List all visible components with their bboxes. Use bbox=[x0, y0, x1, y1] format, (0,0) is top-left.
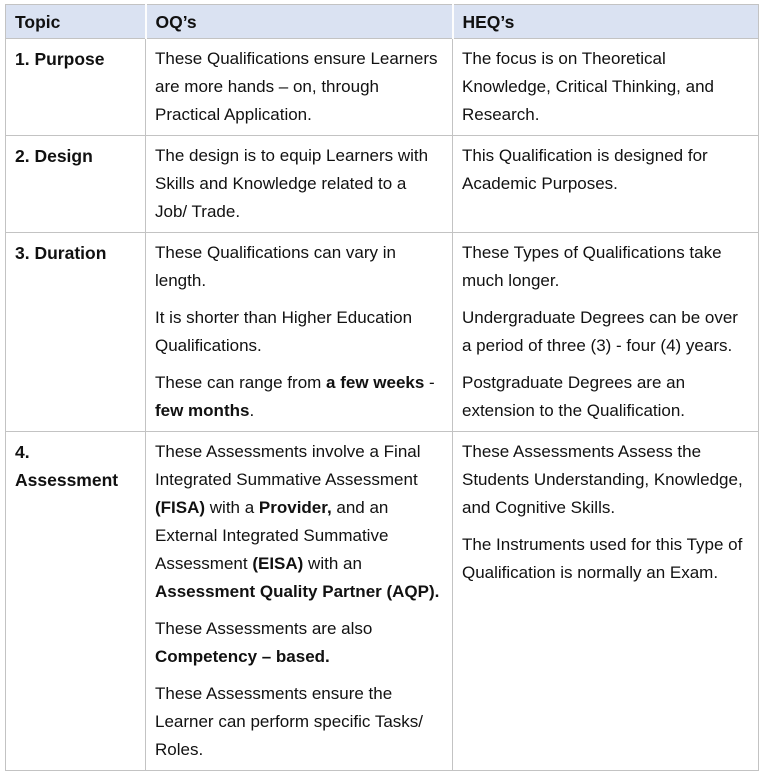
paragraph: These Qualifications ensure Learners are… bbox=[155, 45, 442, 129]
paragraph: The focus is on Theoretical Knowledge, C… bbox=[462, 45, 748, 129]
heq-cell: This Qualification is designed for Acade… bbox=[452, 135, 759, 233]
text-run: The focus is on Theoretical Knowledge, C… bbox=[462, 49, 714, 124]
text-run: with a bbox=[205, 498, 259, 517]
text-run: These Assessments are also bbox=[155, 619, 373, 638]
oq-cell: The design is to equip Learners with Ski… bbox=[145, 135, 453, 233]
paragraph: These Assessments Assess the Students Un… bbox=[462, 438, 748, 522]
paragraph: Postgraduate Degrees are an extension to… bbox=[462, 369, 748, 425]
text-run: - bbox=[424, 373, 435, 392]
text-run: These Assessments involve a Final Integr… bbox=[155, 442, 421, 489]
bold-text-run: a few weeks bbox=[326, 373, 425, 392]
table-row: 3. Duration These Qualifications can vary… bbox=[5, 232, 759, 432]
text-run: These Assessments Assess the Students Un… bbox=[462, 442, 743, 517]
text-run: These Types of Qualifications take much … bbox=[462, 243, 722, 290]
topic-cell: 3. Duration bbox=[5, 232, 146, 432]
oq-cell: These Qualifications can vary in length.… bbox=[145, 232, 453, 432]
text-run: Undergraduate Degrees can be over a peri… bbox=[462, 308, 738, 355]
paragraph: This Qualification is designed for Acade… bbox=[462, 142, 748, 198]
paragraph: These Qualifications can vary in length. bbox=[155, 239, 442, 295]
text-run: and an External Integrated Summative Ass… bbox=[155, 498, 389, 573]
topic-cell: 2. Design bbox=[5, 135, 146, 233]
text-run: These Qualifications can vary in length. bbox=[155, 243, 396, 290]
text-run: with an bbox=[303, 554, 362, 573]
table-row: 1. Purpose These Qualifications ensure Le… bbox=[5, 38, 759, 136]
paragraph: These can range from a few weeks - few m… bbox=[155, 369, 442, 425]
header-cell-topic: Topic bbox=[5, 4, 146, 39]
text-run: This Qualification is designed for Acade… bbox=[462, 146, 708, 193]
text-run: The Instruments used for this Type of Qu… bbox=[462, 535, 743, 582]
text-run: These can range from bbox=[155, 373, 327, 392]
paragraph: The Instruments used for this Type of Qu… bbox=[462, 531, 748, 587]
heq-cell: The focus is on Theoretical Knowledge, C… bbox=[452, 38, 759, 136]
paragraph: It is shorter than Higher Education Qual… bbox=[155, 304, 442, 360]
bold-text-run: Competency – based. bbox=[155, 647, 330, 666]
table-header: Topic OQ’s HEQ’s bbox=[5, 4, 759, 39]
header-cell-heq: HEQ’s bbox=[451, 4, 759, 39]
heq-cell: These Assessments Assess the Students Un… bbox=[452, 431, 759, 771]
bold-text-run: (EISA) bbox=[252, 554, 304, 573]
text-run: These Assessments ensure the Learner can… bbox=[155, 684, 424, 759]
table-body: 1. Purpose These Qualifications ensure Le… bbox=[5, 38, 759, 771]
oq-cell: These Qualifications ensure Learners are… bbox=[145, 38, 453, 136]
oq-heq-comparison-table: Topic OQ’s HEQ’s 1. Purpose These Qualifi… bbox=[5, 4, 759, 771]
paragraph: These Assessments involve a Final Integr… bbox=[155, 438, 442, 606]
text-run: Postgraduate Degrees are an extension to… bbox=[462, 373, 686, 420]
paragraph: The design is to equip Learners with Ski… bbox=[155, 142, 442, 226]
paragraph: These Assessments are also Competency – … bbox=[155, 615, 442, 671]
paragraph: These Types of Qualifications take much … bbox=[462, 239, 748, 295]
topic-cell: 4. Assessment bbox=[5, 431, 146, 771]
header-row: Topic OQ’s HEQ’s bbox=[5, 4, 759, 39]
table-row: 4. Assessment These Assessments involve a… bbox=[5, 431, 759, 771]
bold-text-run: Provider, bbox=[258, 498, 332, 517]
header-cell-oq: OQ’s bbox=[144, 4, 453, 39]
text-run: It is shorter than Higher Education Qual… bbox=[155, 308, 413, 355]
bold-text-run: (FISA) bbox=[155, 498, 206, 517]
paragraph: These Assessments ensure the Learner can… bbox=[155, 680, 442, 764]
paragraph: Undergraduate Degrees can be over a peri… bbox=[462, 304, 748, 360]
text-run: The design is to equip Learners with Ski… bbox=[155, 146, 429, 221]
text-run: . bbox=[249, 401, 255, 420]
oq-cell: These Assessments involve a Final Integr… bbox=[145, 431, 453, 771]
topic-cell: 1. Purpose bbox=[5, 38, 146, 136]
heq-cell: These Types of Qualifications take much … bbox=[452, 232, 759, 432]
bold-text-run: Assessment Quality Partner (AQP). bbox=[155, 582, 440, 601]
bold-text-run: few months bbox=[155, 401, 250, 420]
text-run: These Qualifications ensure Learners are… bbox=[155, 49, 438, 124]
table-row: 2. Design The design is to equip Learners… bbox=[5, 135, 759, 233]
